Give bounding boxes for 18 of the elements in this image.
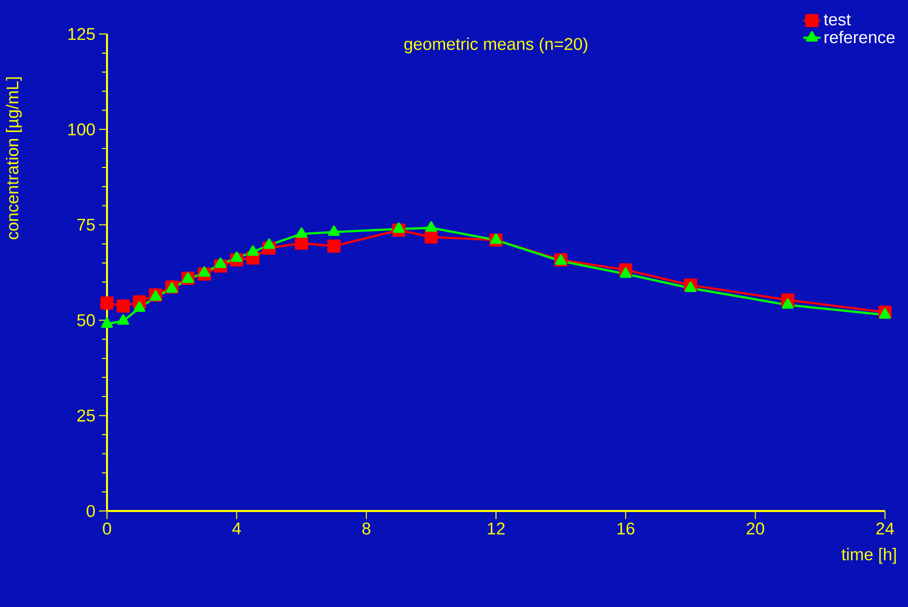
y-tick-label: 0 [86, 504, 95, 518]
y-tick-label: 100 [68, 123, 95, 136]
x-tick-label: 20 [746, 522, 764, 535]
y-tick-label: 50 [77, 314, 95, 326]
y-tick-label: 25 [77, 410, 95, 422]
chart-title: geometric means (n=20) [404, 38, 588, 54]
x-tick-label: 24 [876, 522, 894, 534]
y-tick-label: 125 [68, 28, 95, 40]
x-tick-label: 8 [362, 522, 370, 535]
y-tick-label: 75 [77, 218, 95, 231]
x-tick-label: 12 [488, 522, 505, 534]
x-tick-label: 4 [232, 522, 241, 534]
legend-label: reference [824, 30, 895, 44]
y-axis-title: concentration [µg/mL] [6, 77, 22, 240]
x-tick-label: 16 [618, 522, 634, 535]
x-axis-title: time [h] [842, 548, 896, 564]
x-tick-label: 0 [102, 522, 112, 535]
legend-label: test [824, 14, 851, 26]
